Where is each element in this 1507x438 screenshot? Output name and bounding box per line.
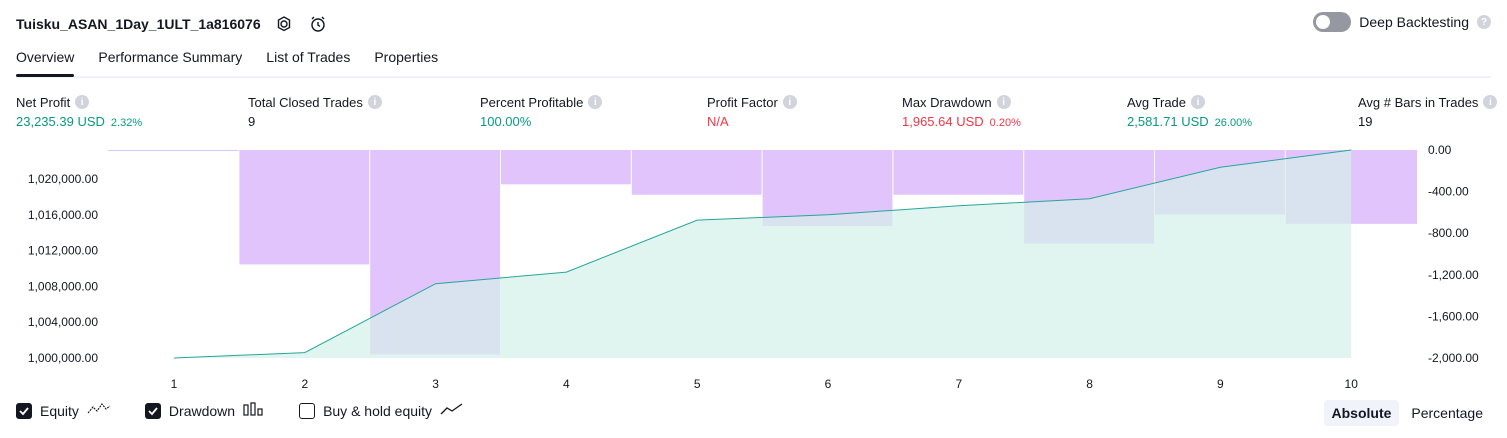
right-axis-tick: -400.00 [1428, 185, 1469, 199]
right-axis-tick: -800.00 [1428, 226, 1469, 240]
deep-backtesting: Deep Backtesting ? [1313, 12, 1491, 32]
bars-icon [243, 402, 265, 419]
legend-buy-hold[interactable]: Buy & hold equity [299, 402, 464, 419]
buy-hold-checkbox[interactable] [299, 402, 316, 419]
deep-backtesting-label: Deep Backtesting [1359, 14, 1469, 30]
x-axis-tick: 5 [694, 377, 701, 391]
metric-sub: 0.20% [989, 117, 1021, 129]
left-axis-tick: 1,016,000.00 [28, 208, 98, 222]
metric-value: 1,965.64 USD [902, 114, 984, 129]
metric-sub: 26.00% [1214, 117, 1252, 129]
info-icon[interactable]: i [367, 95, 382, 109]
metric-label: Percent Profitable [480, 94, 584, 110]
metric-label: Net Profit [16, 94, 71, 110]
metric-label: Avg # Bars in Trades [1358, 94, 1479, 110]
x-axis-tick: 7 [955, 377, 962, 391]
info-icon[interactable]: i [75, 95, 90, 109]
drawdown-bar [631, 150, 762, 195]
equity-line [173, 149, 1352, 359]
metric-value: 23,235.39 USD [16, 114, 105, 129]
metric-value: 2,581.71 USD [1127, 114, 1209, 129]
x-axis-tick: 2 [301, 377, 308, 391]
settings-icon[interactable] [273, 13, 295, 35]
left-axis-tick: 1,004,000.00 [28, 315, 98, 329]
metric-value: 9 [248, 114, 256, 129]
info-icon[interactable]: i [996, 95, 1011, 109]
legend-equity-label: Equity [40, 402, 79, 419]
metric-label: Avg Trade [1127, 94, 1187, 110]
info-icon[interactable]: i [782, 95, 797, 109]
left-axis-tick: 1,020,000.00 [28, 172, 98, 186]
right-axis-tick: -1,600.00 [1428, 309, 1479, 323]
equity-area [174, 150, 1352, 358]
x-axis-tick: 6 [825, 377, 832, 391]
value-mode-switch: Absolute Percentage [1323, 400, 1492, 426]
right-axis-tick: -1,200.00 [1428, 268, 1479, 282]
tab-properties[interactable]: Properties [374, 49, 439, 65]
x-axis-tick: 8 [1086, 377, 1093, 391]
info-icon[interactable]: i [1191, 95, 1206, 109]
metric-net-profit: Net Profit i 23,235.39 USD 2.32% [16, 94, 142, 130]
metric-avg-bars: Avg # Bars in Trades i 19 [1358, 94, 1498, 130]
drawdown-checkbox[interactable] [144, 402, 161, 419]
left-axis-tick: 1,000,000.00 [28, 351, 98, 365]
metric-total-closed-trades: Total Closed Trades i 9 [248, 94, 382, 130]
drawdown-bar [108, 150, 239, 151]
x-axis-tick: 4 [563, 377, 570, 391]
tab-list-of-trades[interactable]: List of Trades [266, 49, 351, 65]
tab-bar: Overview Performance Summary List of Tra… [16, 46, 1491, 78]
legend-drawdown[interactable]: Drawdown [144, 402, 265, 419]
alarm-clock-icon[interactable] [307, 13, 329, 35]
tab-overview[interactable]: Overview [16, 46, 75, 77]
percentage-button[interactable]: Percentage [1411, 405, 1483, 421]
header: Tuisku_ASAN_1Day_1ULT_1a816076 [16, 10, 329, 38]
help-icon[interactable]: ? [1477, 15, 1491, 29]
right-axis-tick: 0.00 [1428, 143, 1452, 157]
info-icon[interactable]: i [588, 95, 603, 109]
strategy-title: Tuisku_ASAN_1Day_1ULT_1a816076 [16, 16, 261, 32]
metric-label: Profit Factor [707, 94, 778, 110]
metric-sub: 2.32% [110, 117, 143, 129]
tab-performance-summary[interactable]: Performance Summary [98, 49, 243, 65]
left-axis-tick: 1,008,000.00 [28, 279, 98, 293]
chart-legend: Equity Drawdown Buy & hold equity [16, 402, 464, 419]
metric-value: 100.00% [480, 114, 532, 129]
absolute-button[interactable]: Absolute [1323, 400, 1400, 426]
metric-max-drawdown: Max Drawdown i 1,965.64 USD 0.20% [902, 94, 1021, 130]
metric-label: Total Closed Trades [248, 94, 363, 110]
deep-backtesting-toggle[interactable] [1313, 12, 1352, 32]
equity-checkbox[interactable] [16, 402, 32, 419]
x-axis-tick: 10 [1345, 377, 1359, 391]
metric-value: 19 [1358, 114, 1373, 129]
metric-profit-factor: Profit Factor i N/A [707, 94, 797, 130]
trend-line-icon [440, 402, 464, 419]
legend-drawdown-label: Drawdown [168, 402, 236, 419]
metric-avg-trade: Avg Trade i 2,581.71 USD 26.00% [1127, 94, 1252, 130]
metric-label: Max Drawdown [902, 94, 992, 110]
drawdown-bar [239, 150, 370, 265]
equity-drawdown-chart: 1,000,000.00 1,004,000.00 1,008,000.00 1,01… [28, 143, 1479, 391]
info-icon[interactable]: i [1483, 95, 1498, 109]
left-axis-tick: 1,012,000.00 [28, 244, 98, 258]
legend-equity[interactable]: Equity [16, 402, 111, 419]
legend-buy-hold-label: Buy & hold equity [323, 402, 433, 419]
drawdown-bar [893, 150, 1024, 195]
metric-value: N/A [707, 114, 729, 129]
x-axis-tick: 3 [432, 377, 439, 391]
right-axis-tick: -2,000.00 [1428, 351, 1479, 365]
x-axis-tick: 1 [171, 377, 178, 391]
x-axis-tick: 9 [1217, 377, 1224, 391]
metric-percent-profitable: Percent Profitable i 100.00% [480, 94, 603, 130]
equity-line-icon [87, 402, 111, 419]
drawdown-bar [501, 150, 631, 185]
